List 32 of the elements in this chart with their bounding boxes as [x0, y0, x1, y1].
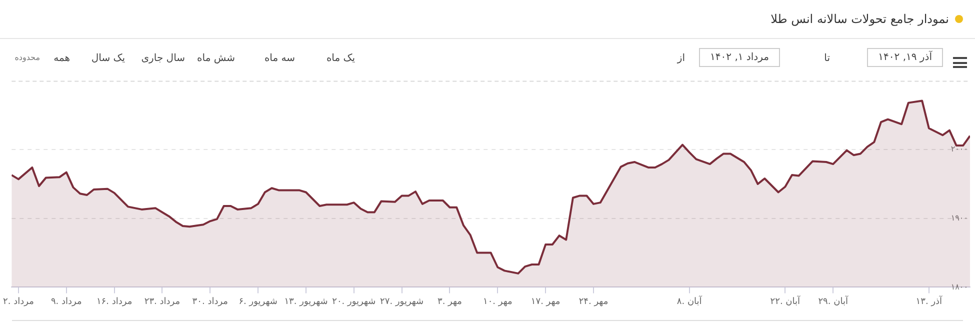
text: شش ماه [197, 53, 235, 64]
x-tick-label: ۳۰. مرداد [192, 296, 228, 307]
x-tick-label: ۲۳. مرداد [144, 296, 180, 307]
x-tick-label: ۲۷. شهریور [380, 296, 424, 307]
x-tick-label: ۲۰. شهریور [332, 296, 376, 307]
x-tick-label: ۱۰. مهر [482, 296, 512, 307]
x-tick-label: ۲۹. آبان [818, 294, 848, 307]
x-tick-label: ۱۳. شهریور [284, 296, 328, 307]
text: تا [824, 53, 830, 64]
x-tick-label: ۱۳. آذر [916, 294, 943, 307]
text: همه [54, 53, 70, 64]
text: محدوده [14, 53, 40, 62]
text: از [677, 53, 685, 64]
y-tick-label: ۱۸۰۰ [950, 282, 968, 292]
text: سه ماه [264, 53, 295, 64]
x-tick-label: ۸. آبان [676, 294, 702, 307]
text: یک سال [91, 53, 125, 64]
text: سال جاری [141, 53, 185, 64]
y-tick-label: ۱۹۰۰ [950, 213, 968, 222]
x-tick-label: ۶. شهریور [238, 296, 278, 307]
x-tick-label: ۳. مهر [437, 296, 462, 307]
x-tick-label: ۲۲. آبان [770, 294, 801, 307]
x-tick-label: ۹. مرداد [50, 296, 82, 307]
chart-title: نمودار جامع تحولات سالانه انس طلا [770, 12, 949, 26]
text: آذر ۱۹, ۱۴۰۲ [867, 48, 943, 67]
x-tick-label: ۱۶. مرداد [96, 296, 132, 307]
y-tick-label: ۲۰۰۰ [950, 144, 968, 154]
x-tick-label: ۲۴. مهر [578, 296, 608, 307]
text: مرداد ۱, ۱۴۰۲ [699, 48, 780, 67]
x-tick-label: ۱۷. مهر [530, 296, 560, 307]
x-tick-label: ۲. مرداد [3, 296, 34, 307]
text: یک ماه [326, 53, 355, 64]
